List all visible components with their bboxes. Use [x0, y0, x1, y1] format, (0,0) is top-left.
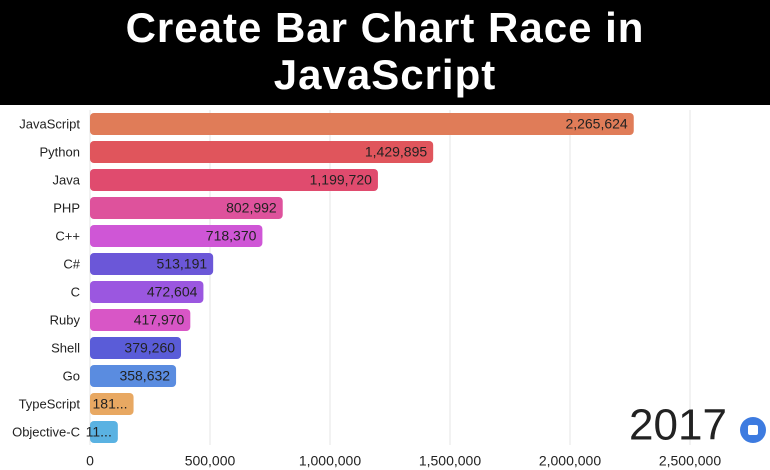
bar	[90, 421, 118, 443]
bar-value-label: 718,370	[206, 228, 257, 244]
stop-icon[interactable]	[748, 425, 758, 435]
bar-value-label: 802,992	[226, 200, 277, 216]
bar-value-label: 379,260	[124, 340, 175, 356]
y-tick-label: Java	[53, 172, 81, 187]
y-tick-label: Ruby	[50, 312, 81, 327]
bar	[90, 197, 283, 219]
bar-value-label: 472,604	[147, 284, 198, 300]
plot: 0 500,000 1,000,000 1,500,000 2,000,000 2,500…	[12, 110, 721, 469]
bar	[90, 281, 204, 303]
bar-value-label: 181...	[93, 396, 128, 412]
bar	[90, 365, 177, 387]
bar-value-label: 358,632	[119, 368, 170, 384]
stop-button[interactable]	[740, 417, 766, 443]
bar	[90, 169, 378, 191]
y-tick-label: PHP	[53, 200, 80, 215]
x-tick-label: 1,000,000	[299, 453, 361, 469]
x-tick-label: 0	[86, 453, 94, 469]
y-tick-label: C#	[63, 256, 80, 271]
bar-value-label: 1,199,720	[310, 172, 372, 188]
y-tick-label: C	[71, 284, 80, 299]
chart: 0 500,000 1,000,000 1,500,000 2,000,000 2,500…	[12, 110, 766, 469]
bar	[90, 337, 182, 359]
y-tick-label: C++	[55, 228, 80, 243]
bar	[90, 225, 263, 247]
x-tick-label: 500,000	[185, 453, 236, 469]
bar	[90, 309, 191, 331]
year-label: 2017	[629, 401, 727, 450]
x-tick-label: 1,500,000	[419, 453, 481, 469]
y-tick-label: TypeScript	[19, 396, 81, 411]
bar-value-label: 513,191	[157, 256, 208, 272]
bar	[90, 253, 214, 275]
chart-title: Create Bar Chart Race in JavaScript	[0, 0, 770, 105]
bar-value-label: 1,429,895	[365, 144, 427, 160]
bar	[90, 141, 434, 163]
y-tick-label: Shell	[51, 340, 80, 355]
x-tick-label: 2,500,000	[659, 453, 721, 469]
y-tick-label: Go	[63, 368, 80, 383]
bar-value-label: 2,265,624	[565, 116, 627, 132]
y-tick-label: Objective-C	[12, 424, 80, 439]
x-tick-label: 2,000,000	[539, 453, 601, 469]
bar	[90, 393, 134, 415]
y-tick-label: JavaScript	[19, 116, 80, 131]
bar-value-label: 417,970	[134, 312, 185, 328]
bar	[90, 113, 634, 135]
bar-value-label: 11...	[86, 424, 112, 440]
y-tick-label: Python	[40, 144, 80, 159]
